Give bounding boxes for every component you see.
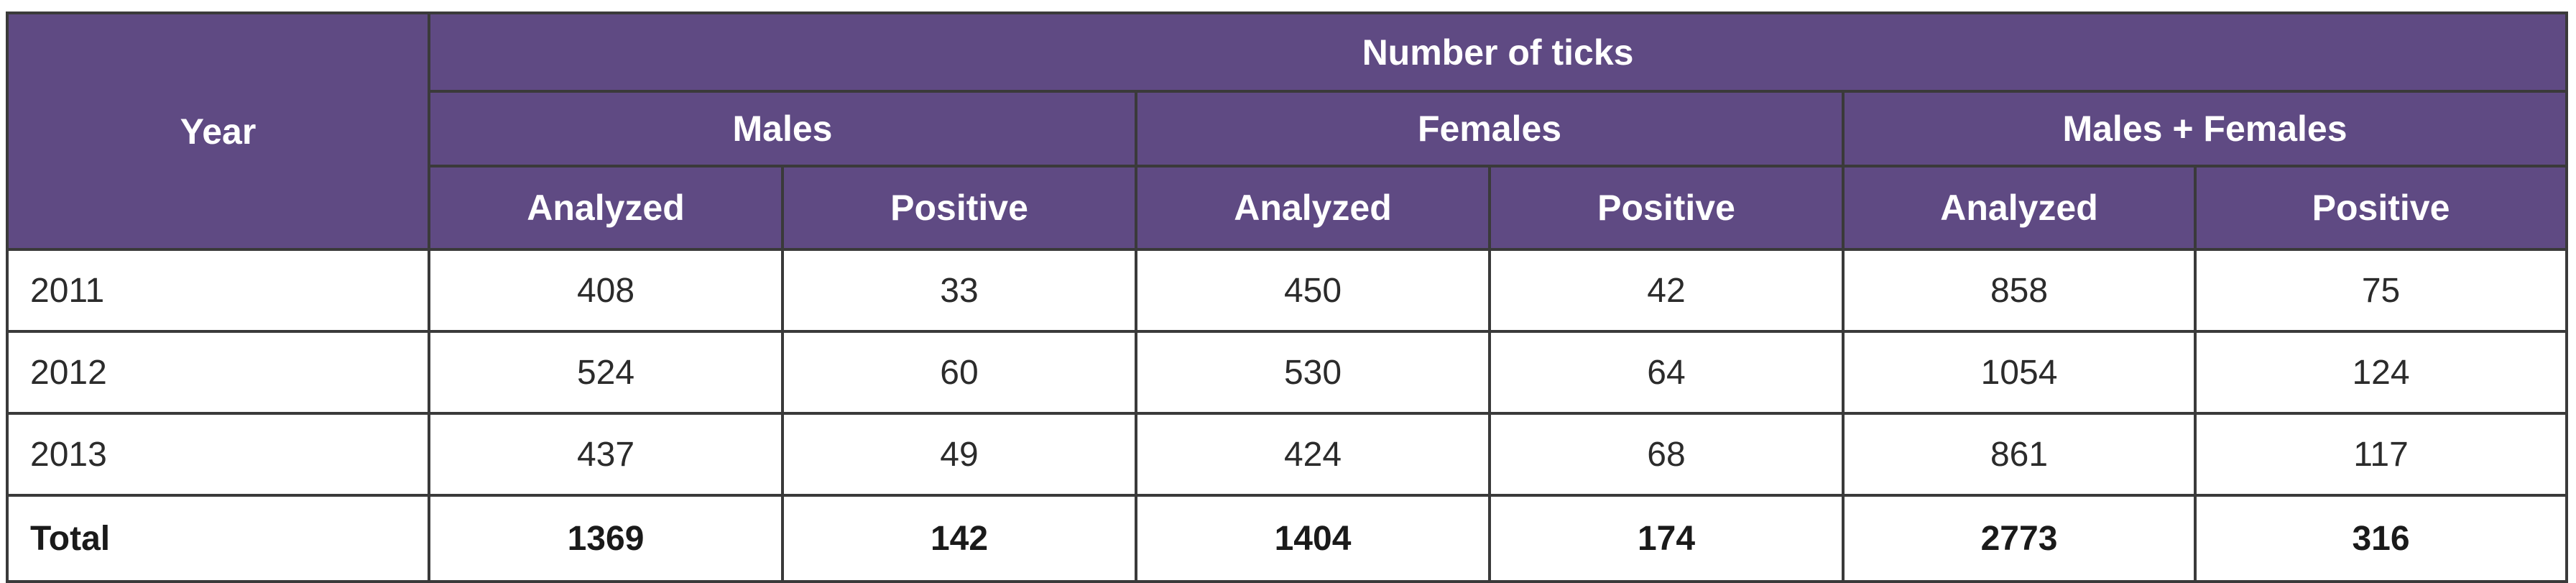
females-positive-cell: 64 <box>1488 330 1845 415</box>
males-females-group-header: Males + Females <box>1841 90 2569 167</box>
combined-positive-header: Positive <box>2193 165 2569 251</box>
total-combined-analyzed-cell: 2773 <box>1842 494 2197 583</box>
combined-analyzed-cell: 861 <box>1842 412 2197 497</box>
tick-table-container: Year Number of ticks Males Females Males… <box>6 12 2569 583</box>
tick-counts-table: Year Number of ticks Males Females Males… <box>6 12 2569 583</box>
males-positive-cell: 33 <box>781 248 1137 333</box>
females-positive-header: Positive <box>1488 165 1845 251</box>
combined-analyzed-cell: 858 <box>1842 248 2197 333</box>
males-analyzed-cell: 408 <box>428 248 784 333</box>
combined-positive-cell: 117 <box>2193 412 2569 497</box>
females-group-header: Females <box>1135 90 1845 167</box>
females-analyzed-cell: 424 <box>1135 412 1491 497</box>
females-analyzed-cell: 530 <box>1135 330 1491 415</box>
females-analyzed-cell: 450 <box>1135 248 1491 333</box>
females-positive-cell: 68 <box>1488 412 1845 497</box>
total-males-analyzed-cell: 1369 <box>428 494 784 583</box>
total-females-analyzed-cell: 1404 <box>1135 494 1491 583</box>
males-group-header: Males <box>428 90 1137 167</box>
table-body: 2011 408 33 450 42 858 75 2012 524 60 53… <box>6 248 2569 583</box>
males-positive-header: Positive <box>781 165 1137 251</box>
combined-positive-cell: 75 <box>2193 248 2569 333</box>
combined-positive-cell: 124 <box>2193 330 2569 415</box>
total-females-positive-cell: 174 <box>1488 494 1845 583</box>
table-row: 2013 437 49 424 68 861 117 <box>6 412 2569 497</box>
combined-analyzed-cell: 1054 <box>1842 330 2197 415</box>
table-header: Year Number of ticks Males Females Males… <box>6 12 2569 251</box>
year-cell: 2011 <box>6 248 430 333</box>
table-row: 2012 524 60 530 64 1054 124 <box>6 330 2569 415</box>
total-row: Total 1369 142 1404 174 2773 316 <box>6 494 2569 583</box>
number-of-ticks-header: Number of ticks <box>427 12 2569 93</box>
males-analyzed-cell: 437 <box>428 412 784 497</box>
year-cell: 2012 <box>6 330 430 415</box>
combined-analyzed-header: Analyzed <box>1842 165 2197 251</box>
males-analyzed-header: Analyzed <box>428 165 784 251</box>
year-cell: 2013 <box>6 412 430 497</box>
year-column-header: Year <box>6 12 430 251</box>
total-label-cell: Total <box>6 494 430 583</box>
males-positive-cell: 49 <box>781 412 1137 497</box>
table-row: 2011 408 33 450 42 858 75 <box>6 248 2569 333</box>
males-analyzed-cell: 524 <box>428 330 784 415</box>
total-males-positive-cell: 142 <box>781 494 1137 583</box>
females-analyzed-header: Analyzed <box>1135 165 1491 251</box>
total-combined-positive-cell: 316 <box>2193 494 2569 583</box>
females-positive-cell: 42 <box>1488 248 1845 333</box>
males-positive-cell: 60 <box>781 330 1137 415</box>
